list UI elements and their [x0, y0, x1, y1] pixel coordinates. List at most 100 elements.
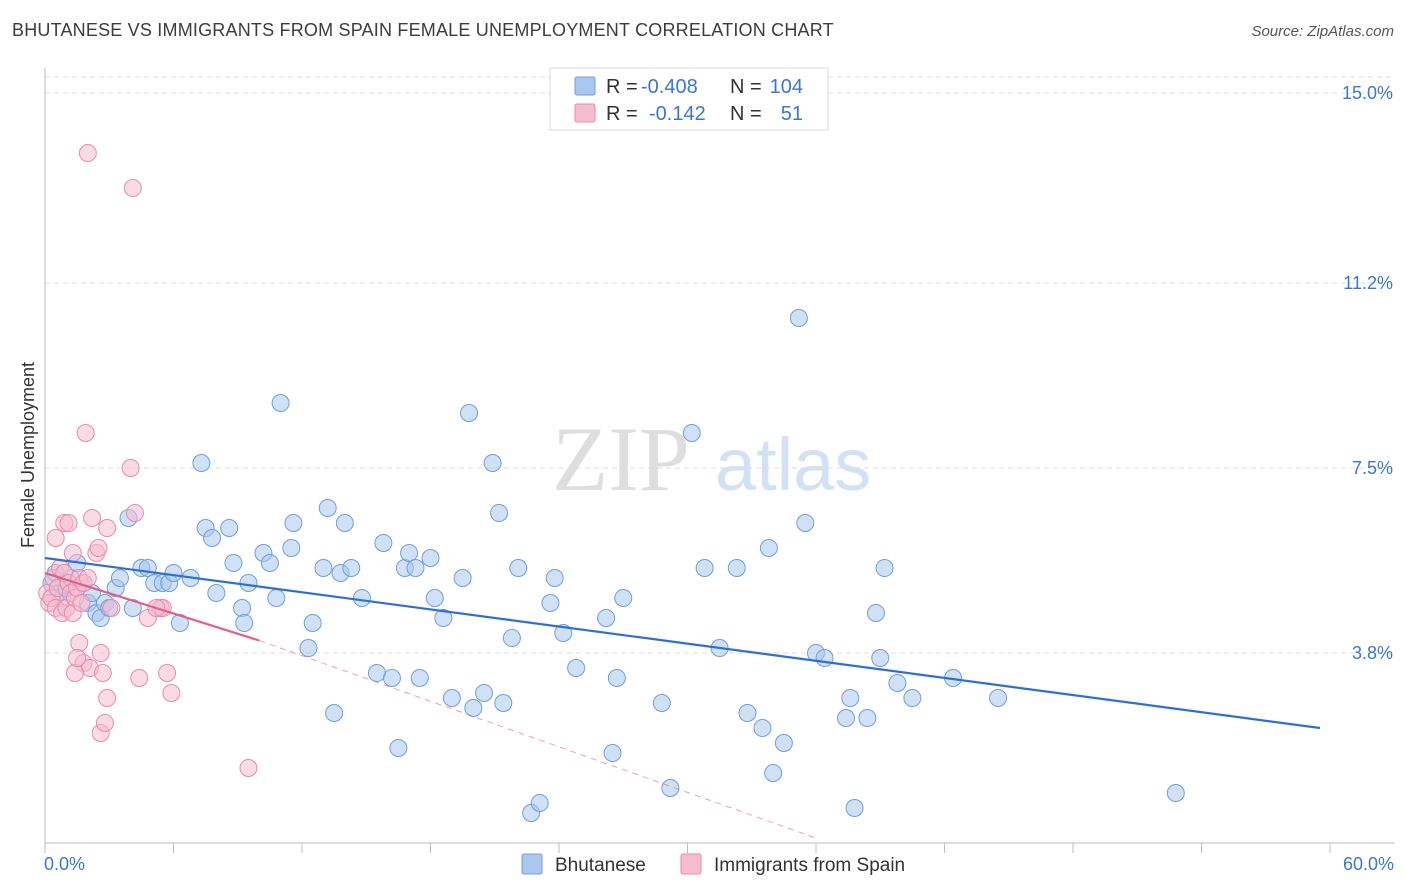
point-bhutanese	[267, 589, 286, 607]
point-bhutanese	[299, 639, 318, 657]
legend-n-value: 104	[770, 76, 803, 98]
point-immigrants-from-spain	[59, 514, 78, 532]
point-immigrants-from-spain	[95, 714, 114, 732]
point-bhutanese	[220, 519, 239, 537]
point-bhutanese	[421, 549, 440, 567]
legend-r-value: -0.142	[649, 103, 706, 125]
point-bhutanese	[871, 649, 890, 667]
point-bhutanese	[545, 569, 564, 587]
point-bhutanese	[836, 709, 855, 727]
legend-r-value: -0.408	[641, 76, 698, 98]
trend-line-bhutanese	[44, 556, 1321, 730]
point-bhutanese	[607, 669, 626, 687]
point-bhutanese	[866, 604, 885, 622]
y-tick-label: 15.0%	[1342, 83, 1393, 103]
point-bhutanese	[661, 779, 680, 797]
point-immigrants-from-spain	[123, 179, 142, 197]
point-bhutanese	[303, 614, 322, 632]
point-bhutanese	[774, 734, 793, 752]
point-bhutanese	[738, 704, 757, 722]
point-bhutanese	[123, 599, 142, 617]
point-immigrants-from-spain	[78, 144, 97, 162]
point-bhutanese	[796, 514, 815, 532]
point-bhutanese	[203, 529, 222, 547]
point-immigrants-from-spain	[239, 759, 258, 777]
point-bhutanese	[1166, 784, 1185, 802]
point-bhutanese	[442, 689, 461, 707]
point-bhutanese	[374, 534, 393, 552]
point-bhutanese	[652, 694, 671, 712]
point-bhutanese	[530, 794, 549, 812]
watermark-atlas: atlas	[715, 423, 871, 506]
point-bhutanese	[483, 454, 502, 472]
point-bhutanese	[389, 739, 408, 757]
point-bhutanese	[695, 559, 714, 577]
point-bhutanese	[789, 309, 808, 327]
point-bhutanese	[335, 514, 354, 532]
point-bhutanese	[815, 649, 834, 667]
point-immigrants-from-spain	[98, 689, 117, 707]
point-bhutanese	[567, 659, 586, 677]
point-bhutanese	[759, 539, 778, 557]
series-immigrants-from-spain	[38, 144, 258, 777]
point-bhutanese	[682, 424, 701, 442]
legend-label-immigrants-from-spain: Immigrants from Spain	[714, 855, 905, 876]
legend-n-value: 51	[781, 103, 803, 125]
point-bhutanese	[597, 609, 616, 627]
point-bhutanese	[260, 554, 279, 572]
point-bhutanese	[314, 559, 333, 577]
legend-label-bhutanese: Bhutanese	[555, 855, 646, 876]
point-bhutanese	[271, 394, 290, 412]
point-bhutanese	[410, 669, 429, 687]
point-bhutanese	[400, 544, 419, 562]
point-bhutanese	[764, 764, 783, 782]
point-bhutanese	[453, 569, 472, 587]
legend-swatch-immigrants-from-spain	[574, 103, 596, 123]
point-immigrants-from-spain	[162, 684, 181, 702]
point-immigrants-from-spain	[72, 594, 91, 612]
point-bhutanese	[841, 689, 860, 707]
point-bhutanese	[494, 694, 513, 712]
x-axis-ticks	[44, 843, 1331, 853]
point-bhutanese	[325, 704, 344, 722]
trend-line-immigrants-from-spain	[44, 571, 260, 642]
point-bhutanese	[903, 689, 922, 707]
point-immigrants-from-spain	[89, 539, 108, 557]
point-immigrants-from-spain	[98, 519, 117, 537]
point-immigrants-from-spain	[65, 664, 84, 682]
point-bhutanese	[753, 719, 772, 737]
legend-swatch-immigrants-from-spain	[680, 853, 702, 875]
point-immigrants-from-spain	[68, 649, 87, 667]
point-immigrants-from-spain	[121, 459, 140, 477]
y-tick-label: 11.2%	[1343, 273, 1393, 293]
y-axis-tick-labels: 3.8% 7.5% 11.2% 15.0%	[1342, 83, 1393, 663]
point-bhutanese	[460, 404, 479, 422]
point-immigrants-from-spain	[125, 504, 144, 522]
point-bhutanese	[406, 559, 425, 577]
legend-swatch-bhutanese	[521, 853, 543, 875]
point-bhutanese	[342, 559, 361, 577]
point-immigrants-from-spain	[83, 509, 102, 527]
point-immigrants-from-spain	[158, 664, 177, 682]
point-bhutanese	[509, 559, 528, 577]
point-bhutanese	[367, 664, 386, 682]
point-bhutanese	[845, 799, 864, 817]
point-bhutanese	[235, 614, 254, 632]
point-bhutanese	[425, 589, 444, 607]
legend-r-label: R =	[606, 76, 638, 98]
point-bhutanese	[875, 559, 894, 577]
legend-swatch-bhutanese	[574, 76, 596, 96]
point-bhutanese	[502, 629, 521, 647]
point-bhutanese	[318, 499, 337, 517]
point-immigrants-from-spain	[63, 544, 82, 562]
point-bhutanese	[475, 684, 494, 702]
point-bhutanese	[164, 564, 183, 582]
point-immigrants-from-spain	[70, 634, 89, 652]
watermark-zip: ZIP	[552, 408, 690, 510]
chart-title: BHUTANESE VS IMMIGRANTS FROM SPAIN FEMAL…	[12, 20, 834, 40]
trend-lines	[44, 556, 1321, 839]
correlation-legend: R = -0.408 N = 104 R = -0.142 N = 51	[549, 67, 829, 131]
point-bhutanese	[464, 699, 483, 717]
point-bhutanese	[233, 599, 252, 617]
point-immigrants-from-spain	[76, 424, 95, 442]
